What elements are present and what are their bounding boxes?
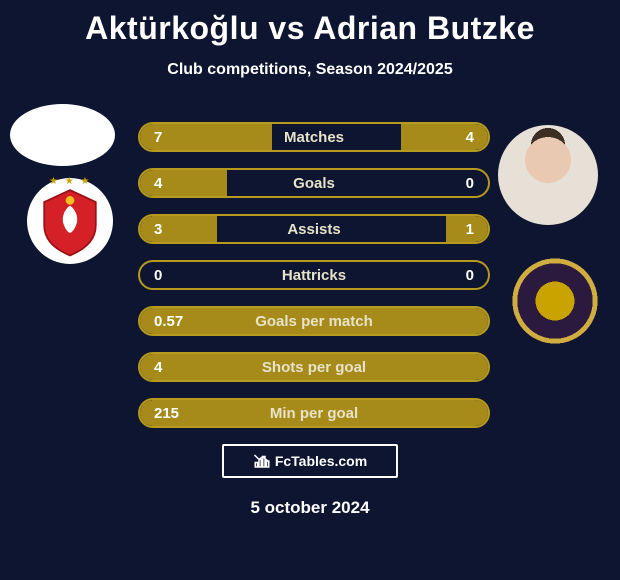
stat-label: Goals per match xyxy=(202,313,426,330)
club-left-logo: ★ ★ ★ xyxy=(27,178,113,264)
stat-row: 215Min per goal xyxy=(138,398,490,428)
stat-value-left: 4 xyxy=(140,175,202,192)
stat-value-right: 0 xyxy=(426,267,488,284)
date-label: 5 october 2024 xyxy=(0,498,620,518)
stats-container: 7Matches44Goals03Assists10Hattricks00.57… xyxy=(138,122,490,444)
stat-value-left: 4 xyxy=(140,359,202,376)
stat-row: 3Assists1 xyxy=(138,214,490,244)
brand-badge[interactable]: FcTables.com xyxy=(222,444,398,478)
stat-value-left: 7 xyxy=(140,129,202,146)
stat-row: 4Goals0 xyxy=(138,168,490,198)
stars-icon: ★ ★ ★ xyxy=(49,176,91,187)
stat-row: 0Hattricks0 xyxy=(138,260,490,290)
stat-value-right: 1 xyxy=(426,221,488,238)
brand-label: FcTables.com xyxy=(275,453,367,469)
stat-value-left: 0 xyxy=(140,267,202,284)
chart-icon xyxy=(253,452,271,470)
player-face-icon xyxy=(498,125,598,225)
stat-label: Matches xyxy=(202,129,426,146)
page-title: Aktürkoğlu vs Adrian Butzke xyxy=(0,0,620,47)
stat-value-right: 4 xyxy=(426,129,488,146)
player-right-avatar xyxy=(498,125,598,225)
stat-row: 0.57Goals per match xyxy=(138,306,490,336)
stat-label: Assists xyxy=(202,221,426,238)
stat-label: Hattricks xyxy=(202,267,426,284)
stat-value-left: 215 xyxy=(140,405,202,422)
benfica-shield-icon xyxy=(27,178,113,264)
stat-row: 4Shots per goal xyxy=(138,352,490,382)
stat-value-left: 3 xyxy=(140,221,202,238)
subtitle: Club competitions, Season 2024/2025 xyxy=(0,61,620,79)
stat-row: 7Matches4 xyxy=(138,122,490,152)
stat-label: Min per goal xyxy=(202,405,426,422)
player-left-avatar xyxy=(10,104,115,166)
stat-label: Goals xyxy=(202,175,426,192)
stat-label: Shots per goal xyxy=(202,359,426,376)
stat-value-right: 0 xyxy=(426,175,488,192)
stat-value-left: 0.57 xyxy=(140,313,202,330)
club-right-logo xyxy=(512,258,598,344)
